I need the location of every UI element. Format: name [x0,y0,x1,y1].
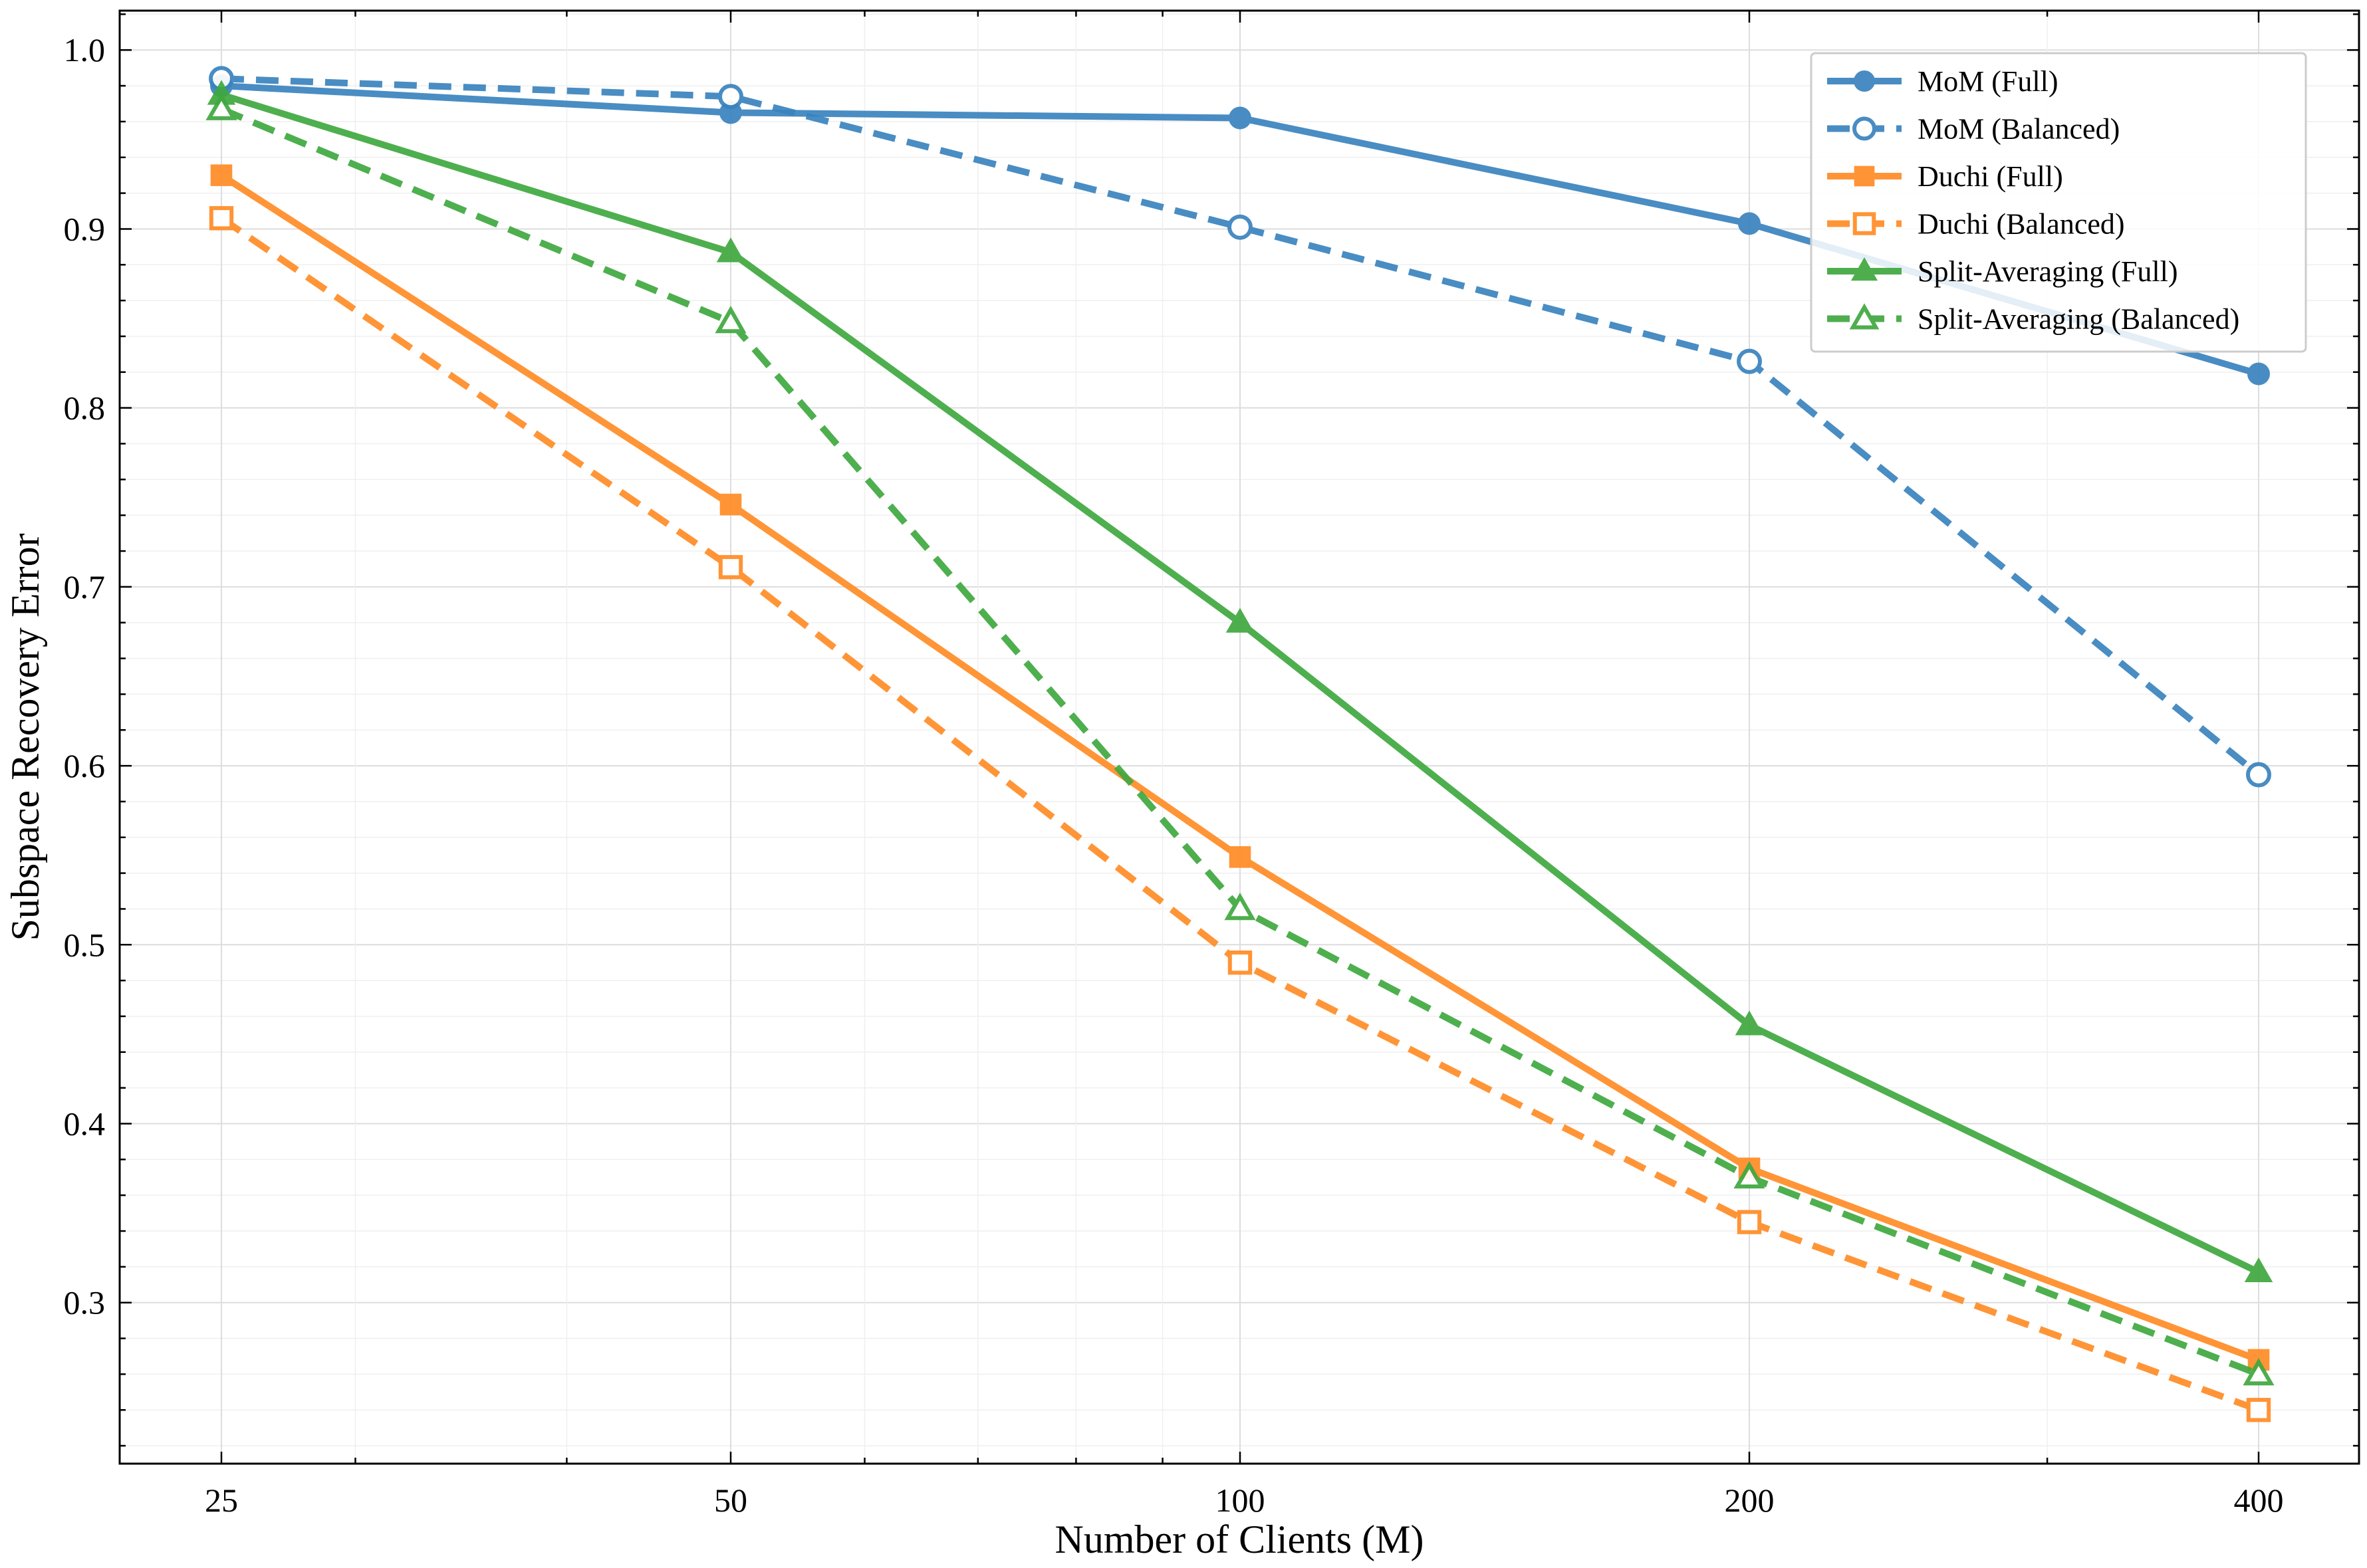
data-point [716,237,745,263]
data-point [1227,951,1253,975]
y-tick-label: 0.5 [64,926,106,963]
data-point [209,206,234,231]
data-point [718,555,743,580]
data-point [1229,106,1251,130]
x-tick-label: 200 [1725,1482,1775,1519]
x-axis-label: Number of Clients (M) [1055,1517,1424,1561]
y-tick-label: 0.6 [64,747,106,784]
legend-item [1827,70,1902,92]
legend-marker [1850,257,1878,281]
data-point [1737,1210,1762,1234]
y-tick-label: 0.7 [64,568,106,606]
y-axis-label: Subspace Recovery Error [3,533,47,941]
x-tick-label: 400 [2234,1482,2284,1519]
data-point [2246,1398,2271,1422]
legend-item [1827,166,1902,187]
legend-item [1827,303,1902,330]
data-point [718,84,743,110]
legend-label: Duchi (Balanced) [1918,208,2125,241]
data-point [715,305,747,334]
data-point [1737,348,1762,374]
data-point [2243,1357,2275,1386]
data-point [1735,1010,1764,1036]
data-point [1229,846,1251,868]
y-tick-label: 0.8 [64,390,106,427]
legend-marker [1854,166,1875,187]
series-line [221,75,2261,778]
legend-item [1827,212,1902,235]
data-point [719,493,742,516]
data-point [1738,212,1761,235]
data-point [1733,1161,1765,1189]
legend-box [1810,52,2307,353]
legend-marker [1852,116,1876,141]
x-tick-label: 100 [1215,1482,1265,1519]
data-point [205,92,237,120]
legend-label: Split-Averaging (Full) [1918,255,2178,288]
legend: MoM (Full) MoM (Balanced) Duchi (Full) Duch… [1810,52,2307,353]
x-tick-label: 50 [714,1482,747,1519]
data-point [210,164,233,186]
data-point [1224,892,1256,921]
legend-marker [1854,70,1875,92]
legend-item [1827,116,1902,141]
y-tick-label: 0.4 [64,1105,106,1142]
legend-label: MoM (Balanced) [1918,113,2120,146]
y-tick-label: 0.9 [64,210,106,247]
series-3 [209,206,2271,1422]
legend-label: MoM (Full) [1918,65,2058,98]
series-5 [205,92,2275,1386]
legend-marker [1849,303,1880,330]
x-tick-label: 25 [205,1482,238,1519]
data-point [2244,1257,2273,1283]
data-point [2247,362,2270,386]
series-1 [209,66,2271,788]
data-point [1227,214,1253,240]
ticks: 25 50 100 200 400 0.3 0.4 0.5 0.6 0.7 0.8 0.9 1.0 [64,11,2359,1519]
y-tick-label: 1.0 [64,31,106,68]
legend-item [1827,257,1902,281]
series-4 [207,80,2273,1283]
series-layer [205,66,2275,1422]
data-point [1225,608,1255,633]
legend-label: Duchi (Full) [1918,160,2063,193]
y-tick-label: 0.3 [64,1284,106,1321]
legend-marker [1852,212,1876,235]
data-point [2246,762,2271,788]
legend-label: Split-Averaging (Balanced) [1918,303,2239,336]
